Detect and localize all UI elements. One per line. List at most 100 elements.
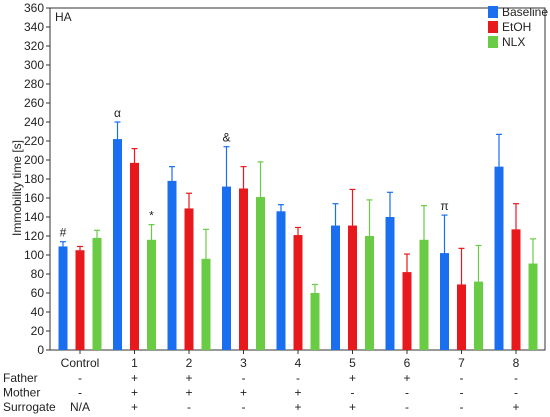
legend-swatch: [488, 6, 498, 18]
condition-value: -: [514, 386, 518, 400]
condition-value: -: [405, 400, 409, 414]
condition-value: +: [185, 371, 192, 385]
significance-mark: *: [149, 209, 154, 223]
significance-mark: #: [60, 226, 67, 240]
bar: [58, 246, 68, 350]
y-tick-label: 200: [24, 153, 44, 167]
legend-label: NLX: [502, 35, 525, 49]
y-tick-label: 80: [31, 267, 45, 281]
x-tick-label: 3: [240, 356, 247, 370]
x-tick-label: 7: [458, 356, 465, 370]
y-tick-label: 300: [24, 58, 44, 72]
bar: [167, 180, 177, 350]
bar: [222, 186, 231, 350]
y-tick-label: 320: [24, 39, 44, 53]
y-tick-label: 140: [24, 210, 44, 224]
significance-mark: π: [440, 199, 448, 213]
bar: [402, 272, 412, 350]
significance-mark: α: [114, 106, 121, 120]
condition-value: +: [131, 400, 138, 414]
y-tick-label: 260: [24, 96, 44, 110]
y-tick-label: 20: [31, 324, 45, 338]
condition-value: -: [242, 400, 246, 414]
bar: [419, 239, 429, 350]
x-tick-label: 5: [349, 356, 356, 370]
x-tick-label: 6: [404, 356, 411, 370]
y-tick-label: 360: [24, 1, 44, 15]
bar: [184, 208, 194, 350]
legend-label: Baseline: [502, 5, 548, 19]
condition-value: +: [512, 400, 519, 414]
x-tick-label: 2: [186, 356, 193, 370]
y-tick-label: 100: [24, 248, 44, 262]
y-tick-label: 0: [37, 343, 44, 357]
condition-value: +: [403, 371, 410, 385]
condition-value: +: [349, 371, 356, 385]
bar: [331, 225, 340, 350]
x-tick-label: 4: [295, 356, 302, 370]
bar: [293, 235, 303, 350]
y-tick-label: 280: [24, 77, 44, 91]
bar: [92, 237, 102, 350]
bar: [385, 217, 395, 350]
bar: [113, 139, 122, 350]
y-axis-label: Immobility time [s]: [10, 140, 24, 236]
y-tick-label: 60: [31, 286, 45, 300]
y-tick-label: 340: [24, 20, 44, 34]
bar: [440, 253, 449, 350]
axes: 0 20 40 60 80 100 120 140 160 180 200 220 240 260 280 3…: [24, 1, 520, 370]
bar: [365, 236, 374, 350]
condition-value: -: [460, 400, 464, 414]
y-tick-label: 120: [24, 229, 44, 243]
condition-table: Father - + + - - + + - -Mother - + + + + - - - -Surrogate N…: [3, 371, 520, 414]
bar: [201, 258, 211, 350]
panel-label: HA: [55, 10, 72, 24]
condition-value: -: [78, 386, 82, 400]
condition-row-label: Surrogate: [3, 400, 56, 414]
bar: [310, 293, 320, 350]
x-tick-label: Control: [61, 356, 100, 370]
bar: [511, 229, 521, 350]
condition-value: -: [460, 386, 464, 400]
bar: [348, 225, 357, 350]
bar: [494, 166, 504, 350]
condition-row-label: Father: [3, 371, 38, 385]
y-tick-label: 160: [24, 191, 44, 205]
bar: [256, 197, 265, 350]
condition-value: +: [131, 386, 138, 400]
condition-value: +: [349, 400, 356, 414]
condition-value: N/A: [70, 400, 90, 414]
condition-value: -: [296, 371, 300, 385]
condition-value: -: [78, 371, 82, 385]
condition-row-label: Mother: [3, 386, 40, 400]
condition-value: -: [460, 371, 464, 385]
condition-value: -: [187, 400, 191, 414]
significance-mark: &: [222, 131, 230, 145]
bar: [130, 162, 139, 350]
bar: [147, 239, 156, 350]
condition-value: +: [294, 386, 301, 400]
legend-swatch: [488, 36, 498, 48]
legend-swatch: [488, 21, 498, 33]
y-tick-label: 180: [24, 172, 44, 186]
condition-value: -: [514, 371, 518, 385]
bar: [528, 263, 538, 350]
bar: [75, 250, 85, 350]
legend-label: EtOH: [502, 20, 531, 34]
condition-value: -: [405, 386, 409, 400]
y-tick-label: 240: [24, 115, 44, 129]
y-tick-label: 40: [31, 305, 45, 319]
bar: [276, 211, 286, 350]
x-tick-label: 1: [131, 356, 138, 370]
condition-value: +: [131, 371, 138, 385]
condition-value: -: [242, 371, 246, 385]
condition-value: +: [240, 386, 247, 400]
bar: [239, 188, 248, 350]
condition-value: -: [351, 386, 355, 400]
condition-value: +: [185, 386, 192, 400]
condition-value: +: [294, 400, 301, 414]
bars: # α * & π: [58, 106, 538, 350]
y-tick-label: 220: [24, 134, 44, 148]
